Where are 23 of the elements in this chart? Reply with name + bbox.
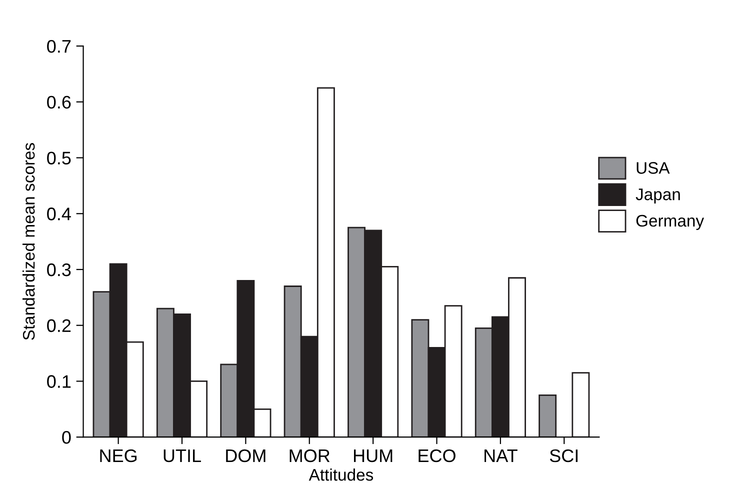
x-tick-label: DOM [226, 449, 266, 462]
x-tick-label: NEG [100, 449, 137, 462]
y-tick-label: 0.5 [47, 152, 71, 164]
x-axis-title: Attitudes [308, 468, 374, 481]
x-tick-label: UTIL [164, 450, 201, 462]
x-tick-label: MOR [290, 449, 330, 462]
y-tick-label: 0.3 [47, 263, 71, 276]
y-tick-label: 0.4 [47, 208, 71, 220]
y-tick-label: 0.7 [47, 40, 71, 53]
legend-label: Germany [636, 214, 704, 230]
legend-label: USA [636, 162, 670, 174]
y-tick-label: 0.6 [47, 96, 71, 109]
x-tick-label: NAT [484, 450, 518, 462]
y-axis-title: Standardized mean scores [22, 143, 35, 340]
y-tick-label: 0 [62, 431, 71, 444]
x-tick-label: ECO [418, 449, 456, 462]
bar [572, 372, 590, 438]
bar [538, 394, 557, 438]
y-tick-label: 0.2 [47, 319, 71, 332]
x-tick-label: SCI [550, 449, 578, 462]
y-tick-label: 0.1 [47, 375, 71, 388]
x-tick-label: HUM [354, 450, 392, 462]
legend-label: Japan [636, 188, 680, 204]
